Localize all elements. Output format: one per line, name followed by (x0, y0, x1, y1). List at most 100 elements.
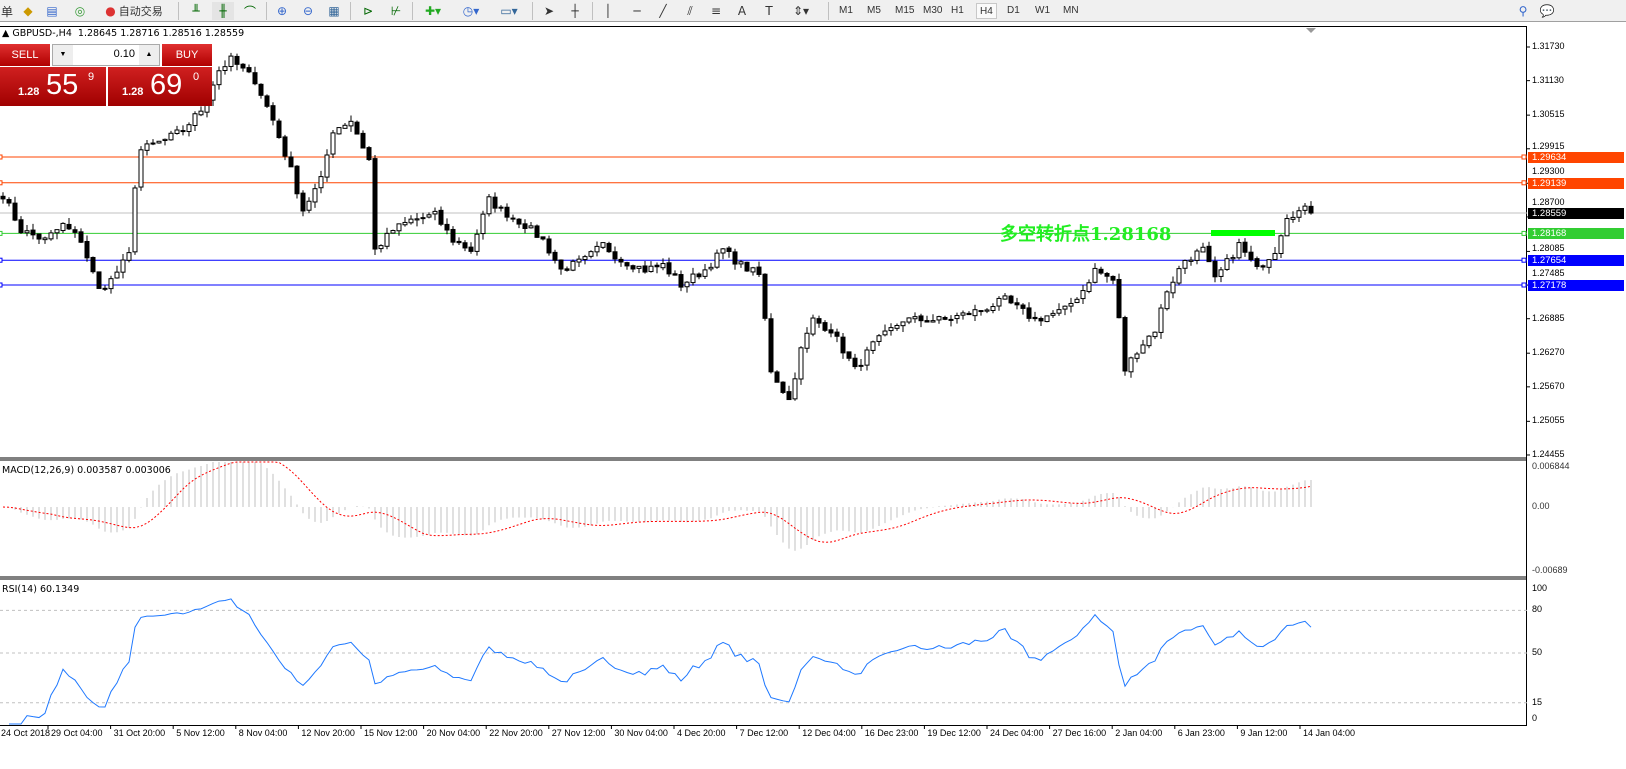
candle-bear (372, 158, 378, 250)
templates-icon[interactable]: ▭▾ (500, 4, 518, 18)
vertical-line-icon[interactable]: │ (604, 4, 612, 18)
candle-bear (672, 273, 678, 276)
candle-bear (444, 223, 450, 231)
timeframe-h1[interactable]: H1 (951, 5, 964, 16)
signals-icon[interactable]: ◎ (74, 4, 86, 18)
candle-bull (972, 309, 978, 317)
zoom-out-icon[interactable]: ⊖ (302, 4, 314, 18)
candle-bull (390, 230, 396, 234)
lot-increase-button[interactable]: ▲ (139, 45, 159, 65)
buy-price-fraction: 0 (193, 71, 200, 83)
trendline-icon[interactable]: ╱ (659, 4, 667, 18)
profiles-icon[interactable]: ◆ (23, 4, 33, 18)
candle-bear (1014, 302, 1020, 306)
candle-bear (30, 229, 36, 236)
lot-decrease-button[interactable]: ▼ (53, 45, 73, 65)
candle-bull (858, 364, 864, 367)
tile-windows-icon[interactable]: ▦ (328, 4, 340, 18)
time-axis-label: 27 Nov 12:00 (551, 728, 606, 738)
arrows-icon[interactable]: ⇕▾ (792, 4, 810, 18)
autoscroll-icon[interactable]: ⊳ (362, 4, 374, 18)
timeframe-w1[interactable]: W1 (1035, 5, 1050, 16)
indicators-icon[interactable]: ✚▾ (424, 4, 442, 18)
chart-shift-icon[interactable]: ⊬ (390, 4, 402, 18)
equidistant-channel-icon[interactable]: ⫽ (687, 3, 693, 18)
buy-button[interactable]: BUY (162, 44, 212, 66)
candle-bear (462, 242, 468, 249)
line-chart-icon[interactable]: ⌒ (243, 4, 256, 19)
timeframe-h4[interactable]: H4 (976, 3, 997, 19)
candle-bull (720, 248, 726, 254)
timeframe-m5[interactable]: M5 (867, 5, 881, 16)
candle-bull (648, 265, 654, 273)
zoom-in-icon[interactable]: ⊕ (276, 4, 288, 18)
pivot-annotation[interactable]: 多空转折点1.28168 (1000, 224, 1172, 245)
candle-bull (1236, 242, 1242, 259)
sell-button[interactable]: SELL (0, 44, 50, 66)
timeframe-d1[interactable]: D1 (1007, 5, 1020, 16)
print-icon[interactable]: ▤ (46, 4, 58, 18)
candle-bear (1020, 304, 1026, 309)
text-label-icon[interactable]: T (765, 4, 773, 18)
candle-bear (846, 351, 852, 359)
horizontal-line-icon[interactable]: ─ (633, 4, 641, 18)
macd-label: MACD(12,26,9) 0.003587 0.003006 (2, 465, 171, 476)
candlestick-icon[interactable]: ╫ (212, 2, 234, 20)
level-handle (0, 230, 3, 236)
search-icon[interactable]: ⚲ (1518, 4, 1528, 18)
autotrade-label: 自动交易 (118, 5, 163, 18)
fibonacci-icon[interactable]: ≡ (710, 4, 722, 18)
price-axis-label: 1.27485 (1532, 268, 1565, 279)
candle-bull (900, 321, 906, 327)
timeframe-m30[interactable]: M30 (923, 5, 943, 16)
candle-bull (1230, 257, 1236, 260)
text-icon[interactable]: A (737, 4, 747, 18)
candle-bull (738, 261, 744, 265)
buy-price-button[interactable]: 1.28 69 0 (108, 67, 212, 106)
candle-bull (348, 120, 354, 127)
timeframe-m15[interactable]: M15 (895, 5, 915, 16)
candle-bull (804, 332, 810, 349)
crosshair-icon[interactable]: ┼ (571, 4, 579, 18)
candle-bear (666, 262, 672, 275)
chart-window[interactable] (0, 26, 1527, 726)
timeframe-mn[interactable]: MN (1063, 5, 1079, 16)
level-handle (1521, 230, 1527, 236)
sell-price-button[interactable]: 1.28 55 9 (0, 67, 106, 106)
lot-size-input[interactable]: 0.10 (113, 48, 135, 60)
candle-bull (432, 210, 438, 215)
candle-bull (912, 316, 918, 320)
candle-bull (144, 143, 150, 151)
chat-icon[interactable]: 💬 (1539, 4, 1555, 18)
periods-icon[interactable]: ◷▾ (462, 4, 480, 18)
candle-bear (246, 67, 252, 73)
candle-bull (336, 127, 342, 135)
candle-bull (1080, 290, 1086, 300)
candle-bear (522, 223, 528, 229)
lot-size-stepper[interactable]: ▼ 0.10 ▲ (52, 44, 160, 66)
timeframe-m1[interactable]: M1 (839, 5, 853, 16)
macd-signal-line (2, 461, 1312, 543)
price-axis-label: 1.31130 (1532, 74, 1564, 85)
candle-bull (60, 222, 66, 232)
candle-bull (186, 124, 192, 133)
toolbar: 单 ◆ ▤ ◎ ● 自动交易 ╨ ╫ ⌒ ⊕ ⊖ ▦ ⊳ ⊬ ✚▾ ◷▾ ▭▾ ➤… (0, 0, 1626, 22)
candle-bull (636, 265, 642, 269)
candle-bull (1056, 309, 1062, 314)
candle-bear (1110, 275, 1116, 281)
bar-chart-icon[interactable]: ╨ (192, 4, 200, 18)
candle-bull (24, 230, 30, 234)
menu-fragment[interactable]: 单 (0, 4, 13, 19)
cursor-icon[interactable]: ➤ (543, 4, 555, 18)
chart-header: ▲ GBPUSD-,H4 1.28645 1.28716 1.28516 1.2… (2, 28, 245, 39)
candle-bear (90, 256, 96, 273)
time-axis-label: 16 Dec 23:00 (864, 728, 919, 738)
candle-bull (792, 378, 798, 400)
candle-bear (822, 322, 828, 331)
autotrade-button[interactable]: ● 自动交易 (96, 2, 172, 20)
candle-bear (1032, 316, 1038, 320)
candle-bear (438, 209, 444, 225)
candle-bear (240, 63, 246, 69)
candle-bull (1188, 259, 1194, 262)
